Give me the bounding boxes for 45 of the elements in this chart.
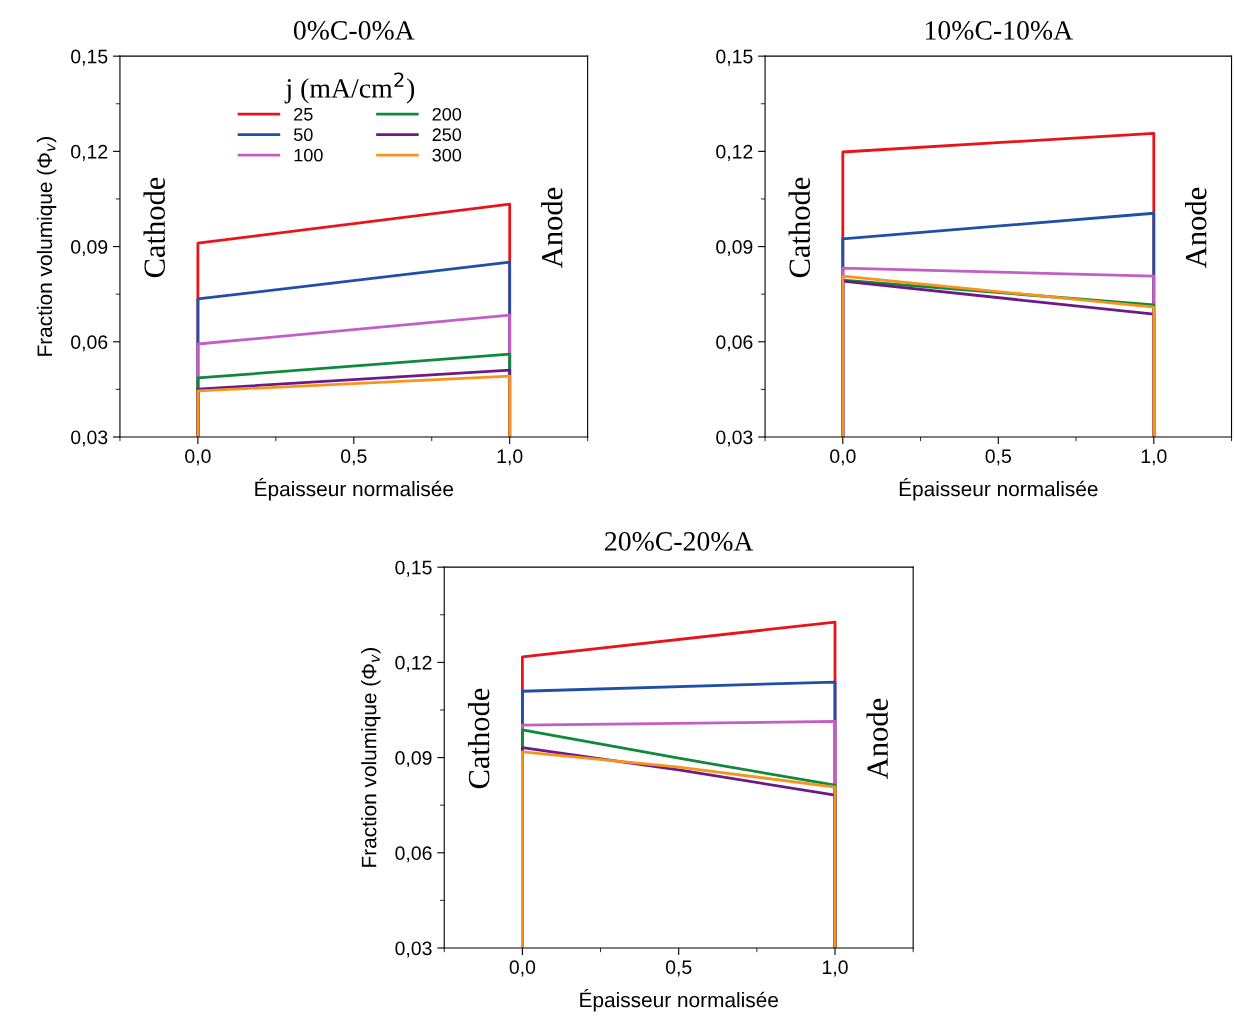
annotation: Anode xyxy=(866,698,888,779)
annotation: Anode xyxy=(541,187,563,268)
y-tick-label: 0,09 xyxy=(71,240,108,257)
x-tick-label: 1,0 xyxy=(497,449,523,466)
y-tick-label: 0,09 xyxy=(716,240,753,257)
legend-label: 25 xyxy=(294,107,313,121)
legend-label: 300 xyxy=(432,148,462,162)
y-tick-label: 0,15 xyxy=(716,49,753,66)
y-tick-label: 0,06 xyxy=(71,335,108,352)
legend-label: 200 xyxy=(432,107,462,121)
x-tick-label: 0,5 xyxy=(341,449,367,466)
x-axis-title: Épaisseur normalisée xyxy=(580,989,778,1012)
y-tick-label: 0,12 xyxy=(716,144,753,161)
x-tick-label: 1,0 xyxy=(1141,449,1167,466)
y-tick-label: 0,12 xyxy=(395,655,432,672)
x-axis-title: Épaisseur normalisée xyxy=(899,478,1098,501)
y-tick-label: 0,03 xyxy=(395,941,432,958)
x-tick-label: 0,5 xyxy=(665,960,692,977)
legend-label: 100 xyxy=(294,148,323,162)
y-tick-label: 0,15 xyxy=(71,49,108,66)
chart-title: 20%C-20%A xyxy=(605,532,754,551)
y-tick-label: 0,06 xyxy=(716,335,753,352)
y-tick-label: 0,03 xyxy=(716,430,753,447)
chart-title: 10%C-10%A xyxy=(925,21,1073,40)
legend-title: j (mA/cm$^{2}$) xyxy=(284,72,415,104)
chart-title: 0%C-0%A xyxy=(293,21,415,40)
x-tick-label: 0,0 xyxy=(185,449,211,466)
y-tick-label: 0,09 xyxy=(395,751,432,768)
x-tick-label: 0,0 xyxy=(509,960,536,977)
x-tick-label: 0,5 xyxy=(985,449,1012,466)
y-tick-label: 0,06 xyxy=(395,846,432,863)
annotation: Cathode xyxy=(467,688,490,789)
y-tick-label: 0,03 xyxy=(71,430,108,447)
annotation: Anode xyxy=(1185,187,1207,268)
y-axis-title: Fraction volumique (Φ$_{v}$) xyxy=(361,648,381,867)
x-axis-title: Épaisseur normalisée xyxy=(255,478,454,501)
legend-label: 50 xyxy=(293,128,313,142)
y-tick-label: 0,15 xyxy=(395,560,432,577)
x-tick-label: 0,0 xyxy=(830,449,856,466)
y-axis-title: Fraction volumique (Φ$_{v}$) xyxy=(36,137,57,356)
y-tick-label: 0,12 xyxy=(71,144,108,161)
legend-label: 250 xyxy=(432,128,462,142)
annotation: Cathode xyxy=(788,177,811,278)
x-tick-label: 1,0 xyxy=(822,960,848,977)
annotation: Cathode xyxy=(143,177,166,278)
